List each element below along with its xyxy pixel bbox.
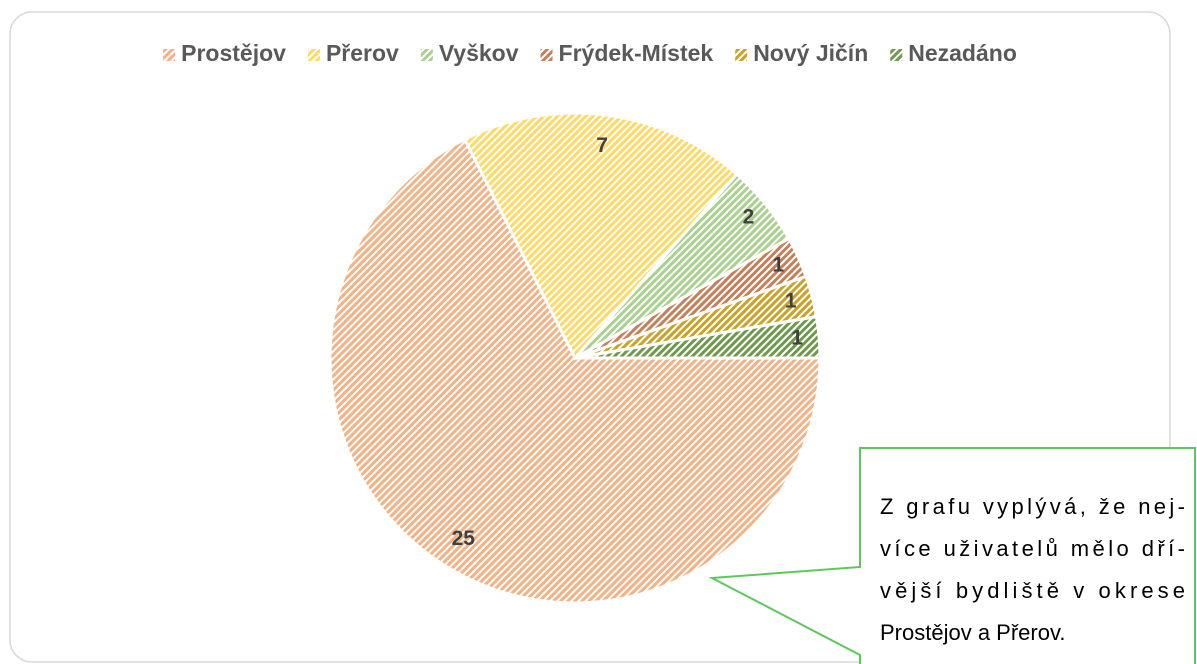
legend-swatch — [540, 49, 553, 61]
legend-swatch — [735, 49, 748, 61]
legend-swatch — [307, 49, 320, 61]
data-label: 25 — [452, 527, 476, 550]
data-label: 7 — [596, 134, 608, 157]
legend-label: Vyškov — [439, 40, 519, 66]
legend-label: Frýdek-Místek — [559, 40, 714, 66]
pie-slice — [574, 314, 822, 360]
pie-slice — [462, 111, 739, 361]
legend-label: Přerov — [326, 40, 399, 66]
legend-swatch — [163, 49, 176, 61]
data-label: 2 — [743, 205, 755, 228]
annotation-line: Prostějov a Přerov. — [880, 620, 1065, 645]
legend-label: Nový Jičín — [753, 40, 868, 66]
data-label: 1 — [785, 289, 797, 312]
legend-swatch — [890, 49, 903, 61]
data-label: 1 — [772, 254, 784, 277]
legend-label: Nezadáno — [908, 40, 1017, 66]
legend-swatch — [420, 49, 433, 61]
callout — [708, 447, 1196, 664]
data-label: 1 — [791, 327, 803, 350]
legend-label: Prostějov — [181, 40, 286, 66]
pie-slice — [328, 137, 822, 605]
